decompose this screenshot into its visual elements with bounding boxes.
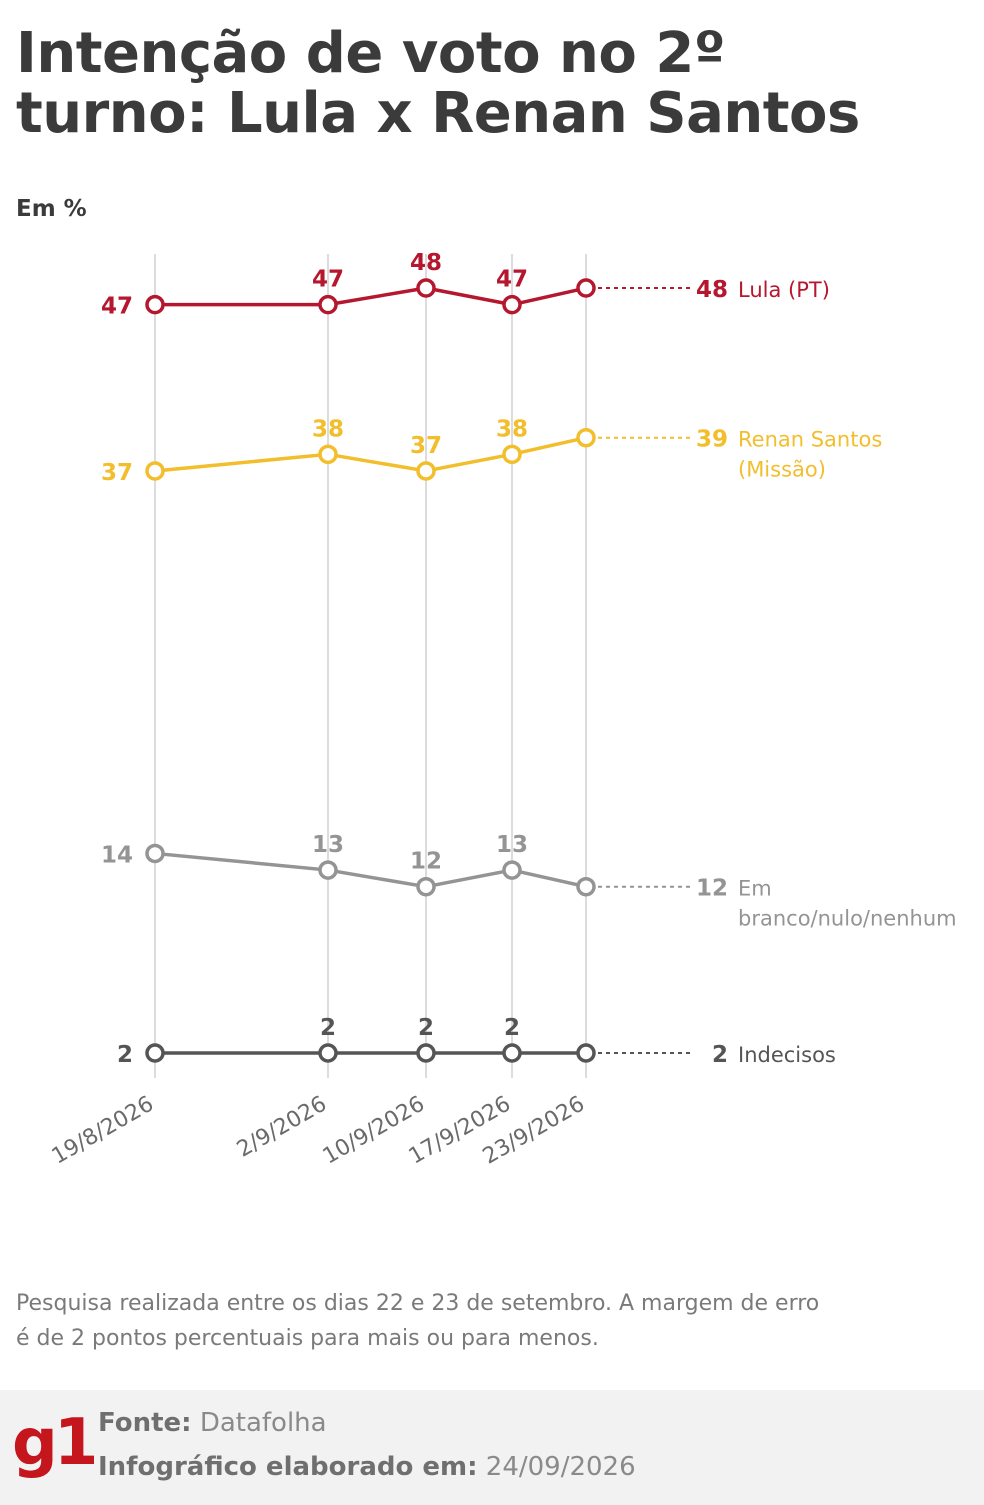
data-label: 48 bbox=[410, 250, 442, 276]
data-point bbox=[416, 461, 436, 481]
data-point bbox=[145, 294, 165, 315]
data-label: 47 bbox=[101, 294, 133, 320]
data-point bbox=[576, 876, 596, 897]
data-label: 14 bbox=[101, 842, 133, 868]
date-label: Infográfico elaborado em: bbox=[98, 1452, 478, 1482]
data-point bbox=[145, 1043, 165, 1063]
data-label: 2 bbox=[504, 1015, 520, 1041]
data-label: 2 bbox=[418, 1015, 434, 1041]
data-label: 2 bbox=[320, 1015, 336, 1041]
data-point bbox=[576, 427, 596, 448]
data-point bbox=[502, 444, 522, 465]
end-value-label: 2 bbox=[712, 1042, 728, 1068]
source-line: Fonte: Datafolha bbox=[98, 1408, 327, 1438]
data-point bbox=[502, 1043, 522, 1063]
data-label: 13 bbox=[496, 832, 528, 858]
legend-series-name: Em branco/nulo/nenhum bbox=[738, 877, 957, 931]
footer: g1 Fonte: Datafolha Infográfico elaborad… bbox=[0, 1390, 984, 1505]
data-point bbox=[416, 876, 436, 897]
data-label: 38 bbox=[312, 416, 344, 442]
series-4: 2 2 2 2 2 Indecisos bbox=[117, 1015, 836, 1068]
x-tick-label-2: 2/9/2026 bbox=[233, 1092, 331, 1163]
unit-label: Em % bbox=[16, 196, 87, 222]
end-value-label: 12 bbox=[696, 876, 728, 902]
g1-logo[interactable]: g1 bbox=[12, 1406, 98, 1480]
x-tick-label-1: 19/8/2026 bbox=[48, 1092, 158, 1170]
series-2: 37 38 37 38 39 Renan Santos (Missão) bbox=[101, 416, 882, 486]
data-label: 2 bbox=[117, 1042, 133, 1068]
series-1: 47 47 48 47 48 Lula (PT) bbox=[101, 250, 830, 320]
series-3: 14 13 12 13 12 Em branco/nulo/nenhum bbox=[101, 832, 957, 931]
end-value-label: 39 bbox=[696, 427, 728, 453]
source-label: Fonte: bbox=[98, 1408, 192, 1438]
legend-series-name: Renan Santos (Missão) bbox=[738, 428, 882, 482]
methodology-note: Pesquisa realizada entre os dias 22 e 23… bbox=[16, 1291, 820, 1351]
data-point bbox=[502, 860, 522, 880]
data-point bbox=[145, 461, 165, 481]
date-line: Infográfico elaborado em: 24/09/2026 bbox=[98, 1452, 636, 1482]
legend-series-name: Indecisos bbox=[738, 1043, 836, 1067]
end-value-label: 48 bbox=[696, 277, 728, 303]
data-point bbox=[416, 1043, 436, 1063]
source-value: Datafolha bbox=[199, 1408, 327, 1438]
data-point bbox=[318, 444, 338, 465]
data-point bbox=[576, 1043, 596, 1063]
data-point bbox=[318, 860, 338, 880]
data-point bbox=[318, 1043, 338, 1063]
data-label: 37 bbox=[410, 433, 442, 459]
data-point bbox=[145, 843, 165, 864]
data-label: 37 bbox=[101, 460, 133, 486]
line-chart: 19/8/2026 2/9/202610/9/202617/9/202623/9/… bbox=[48, 250, 957, 1170]
data-point bbox=[318, 294, 338, 315]
data-label: 13 bbox=[312, 832, 344, 858]
data-label: 38 bbox=[496, 416, 528, 442]
data-point bbox=[576, 278, 596, 298]
data-point bbox=[502, 294, 522, 315]
legend-series-name: Lula (PT) bbox=[738, 278, 830, 302]
data-label: 47 bbox=[496, 267, 528, 293]
data-point bbox=[416, 278, 436, 298]
data-label: 47 bbox=[312, 267, 344, 293]
chart-title: Intenção de voto no 2º turno: Lula x Ren… bbox=[16, 21, 860, 146]
date-value: 24/09/2026 bbox=[485, 1452, 636, 1482]
data-label: 12 bbox=[410, 849, 442, 875]
